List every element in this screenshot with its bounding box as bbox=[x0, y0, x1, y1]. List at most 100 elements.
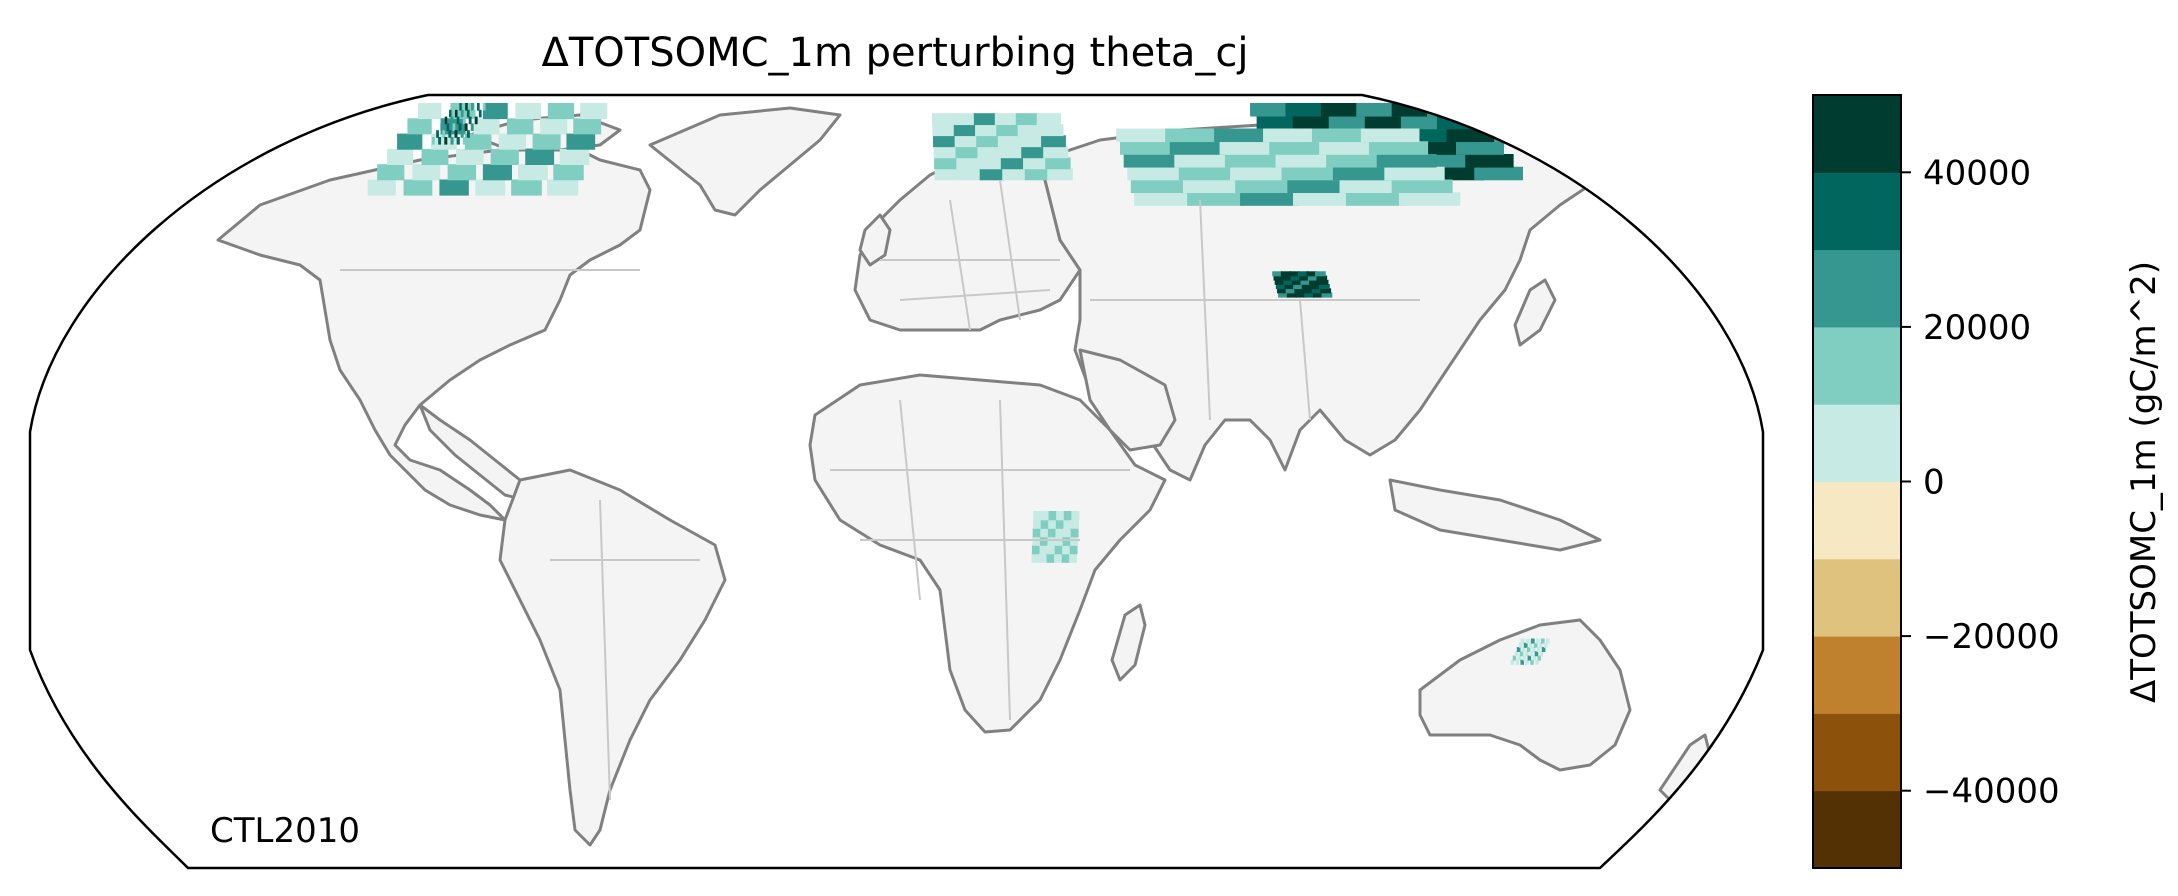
data-cell bbox=[1522, 655, 1527, 661]
data-cell bbox=[1038, 124, 1064, 137]
data-cell bbox=[1127, 166, 1184, 181]
data-cell bbox=[1299, 275, 1310, 281]
data-cell bbox=[439, 179, 469, 196]
data-cell bbox=[547, 179, 579, 196]
data-cell bbox=[1317, 279, 1329, 285]
data-cell bbox=[475, 179, 506, 196]
data-cell bbox=[1134, 192, 1192, 206]
data-cell bbox=[1543, 642, 1548, 648]
data-cell bbox=[1306, 271, 1318, 277]
data-cell bbox=[1303, 288, 1314, 294]
data-cell bbox=[1055, 528, 1064, 538]
land-greenland bbox=[648, 106, 842, 217]
data-cell bbox=[1295, 292, 1307, 298]
data-cell bbox=[1130, 179, 1188, 194]
land-north-america bbox=[216, 138, 652, 522]
data-cell bbox=[464, 133, 492, 150]
data-cell bbox=[1368, 141, 1429, 155]
data-cell bbox=[1316, 275, 1328, 281]
data-cell bbox=[1533, 642, 1538, 648]
data-cell bbox=[440, 123, 444, 131]
land-japan bbox=[1513, 278, 1557, 347]
data-cell bbox=[580, 103, 608, 120]
data-cell bbox=[1178, 166, 1236, 181]
data-cell bbox=[1536, 647, 1541, 653]
data-cell bbox=[1510, 659, 1515, 665]
data-cell bbox=[1304, 292, 1315, 298]
data-cell bbox=[418, 103, 442, 120]
data-cell bbox=[1278, 292, 1289, 298]
data-cell bbox=[397, 133, 423, 150]
data-cell bbox=[1039, 536, 1048, 546]
data-cell bbox=[1535, 659, 1539, 665]
colorbar-bin bbox=[1813, 95, 1901, 173]
data-cell bbox=[532, 133, 561, 150]
data-cell bbox=[456, 116, 460, 125]
data-cell bbox=[367, 179, 396, 196]
data-cell bbox=[1525, 638, 1530, 644]
data-cell bbox=[446, 123, 450, 131]
map-outline bbox=[28, 93, 1765, 870]
data-cell bbox=[1032, 528, 1041, 538]
data-cell bbox=[1041, 135, 1066, 148]
data-cell bbox=[459, 103, 462, 111]
data-cell bbox=[1525, 659, 1529, 665]
data-cell bbox=[511, 179, 542, 196]
data-cell bbox=[1269, 141, 1327, 155]
data-cell bbox=[1040, 519, 1049, 529]
data-cell bbox=[460, 130, 464, 138]
data-cell bbox=[934, 157, 958, 170]
data-cell bbox=[464, 123, 468, 131]
data-cell bbox=[1529, 651, 1534, 657]
data-cell bbox=[1356, 103, 1402, 117]
data-cell bbox=[1017, 124, 1042, 137]
data-cell bbox=[1534, 651, 1539, 657]
data-cell bbox=[1277, 288, 1288, 294]
data-cell bbox=[1033, 511, 1042, 521]
map-caption: CTL2010 bbox=[210, 811, 360, 851]
data-cell bbox=[1531, 647, 1536, 653]
data-cell bbox=[1526, 647, 1531, 653]
data-cell bbox=[1250, 103, 1294, 117]
data-cell bbox=[456, 148, 484, 165]
data-cell bbox=[1062, 545, 1071, 555]
data-cell bbox=[468, 116, 472, 125]
data-cell bbox=[1055, 536, 1063, 546]
data-cell bbox=[447, 164, 477, 181]
data-cell bbox=[1048, 511, 1057, 521]
data-cell bbox=[933, 146, 958, 159]
data-cell bbox=[407, 118, 432, 135]
data-cell bbox=[1520, 638, 1525, 644]
data-cell bbox=[1537, 655, 1542, 661]
data-cell bbox=[1521, 647, 1526, 653]
data-cell bbox=[465, 103, 468, 111]
data-cell bbox=[953, 124, 978, 137]
data-cell bbox=[1398, 192, 1461, 206]
data-cell bbox=[1328, 115, 1374, 130]
land-madagascar bbox=[1110, 603, 1147, 682]
data-cell bbox=[1283, 279, 1294, 285]
colorbar-tick-label: −40000 bbox=[1923, 772, 2060, 812]
land-arabia bbox=[1078, 348, 1177, 452]
data-cell bbox=[996, 124, 1021, 137]
data-cell bbox=[1275, 284, 1287, 290]
data-cell bbox=[1047, 168, 1073, 181]
data-cell bbox=[933, 135, 957, 148]
data-cell bbox=[1320, 103, 1366, 117]
data-cell bbox=[472, 109, 476, 118]
data-cell bbox=[1418, 141, 1467, 155]
data-cell bbox=[506, 118, 534, 135]
data-cell bbox=[1274, 279, 1286, 285]
data-cell bbox=[1282, 275, 1293, 281]
data-cell bbox=[482, 103, 486, 111]
data-cell bbox=[456, 137, 460, 145]
colorbar-bin bbox=[1813, 172, 1901, 251]
data-cell bbox=[1000, 157, 1026, 170]
data-cell bbox=[474, 116, 478, 125]
data-cell bbox=[1312, 292, 1324, 298]
data-cell bbox=[1538, 642, 1543, 648]
data-cell bbox=[1054, 545, 1063, 555]
data-cell bbox=[1123, 154, 1180, 168]
land-australia bbox=[1418, 618, 1632, 772]
data-cell bbox=[1116, 128, 1171, 143]
